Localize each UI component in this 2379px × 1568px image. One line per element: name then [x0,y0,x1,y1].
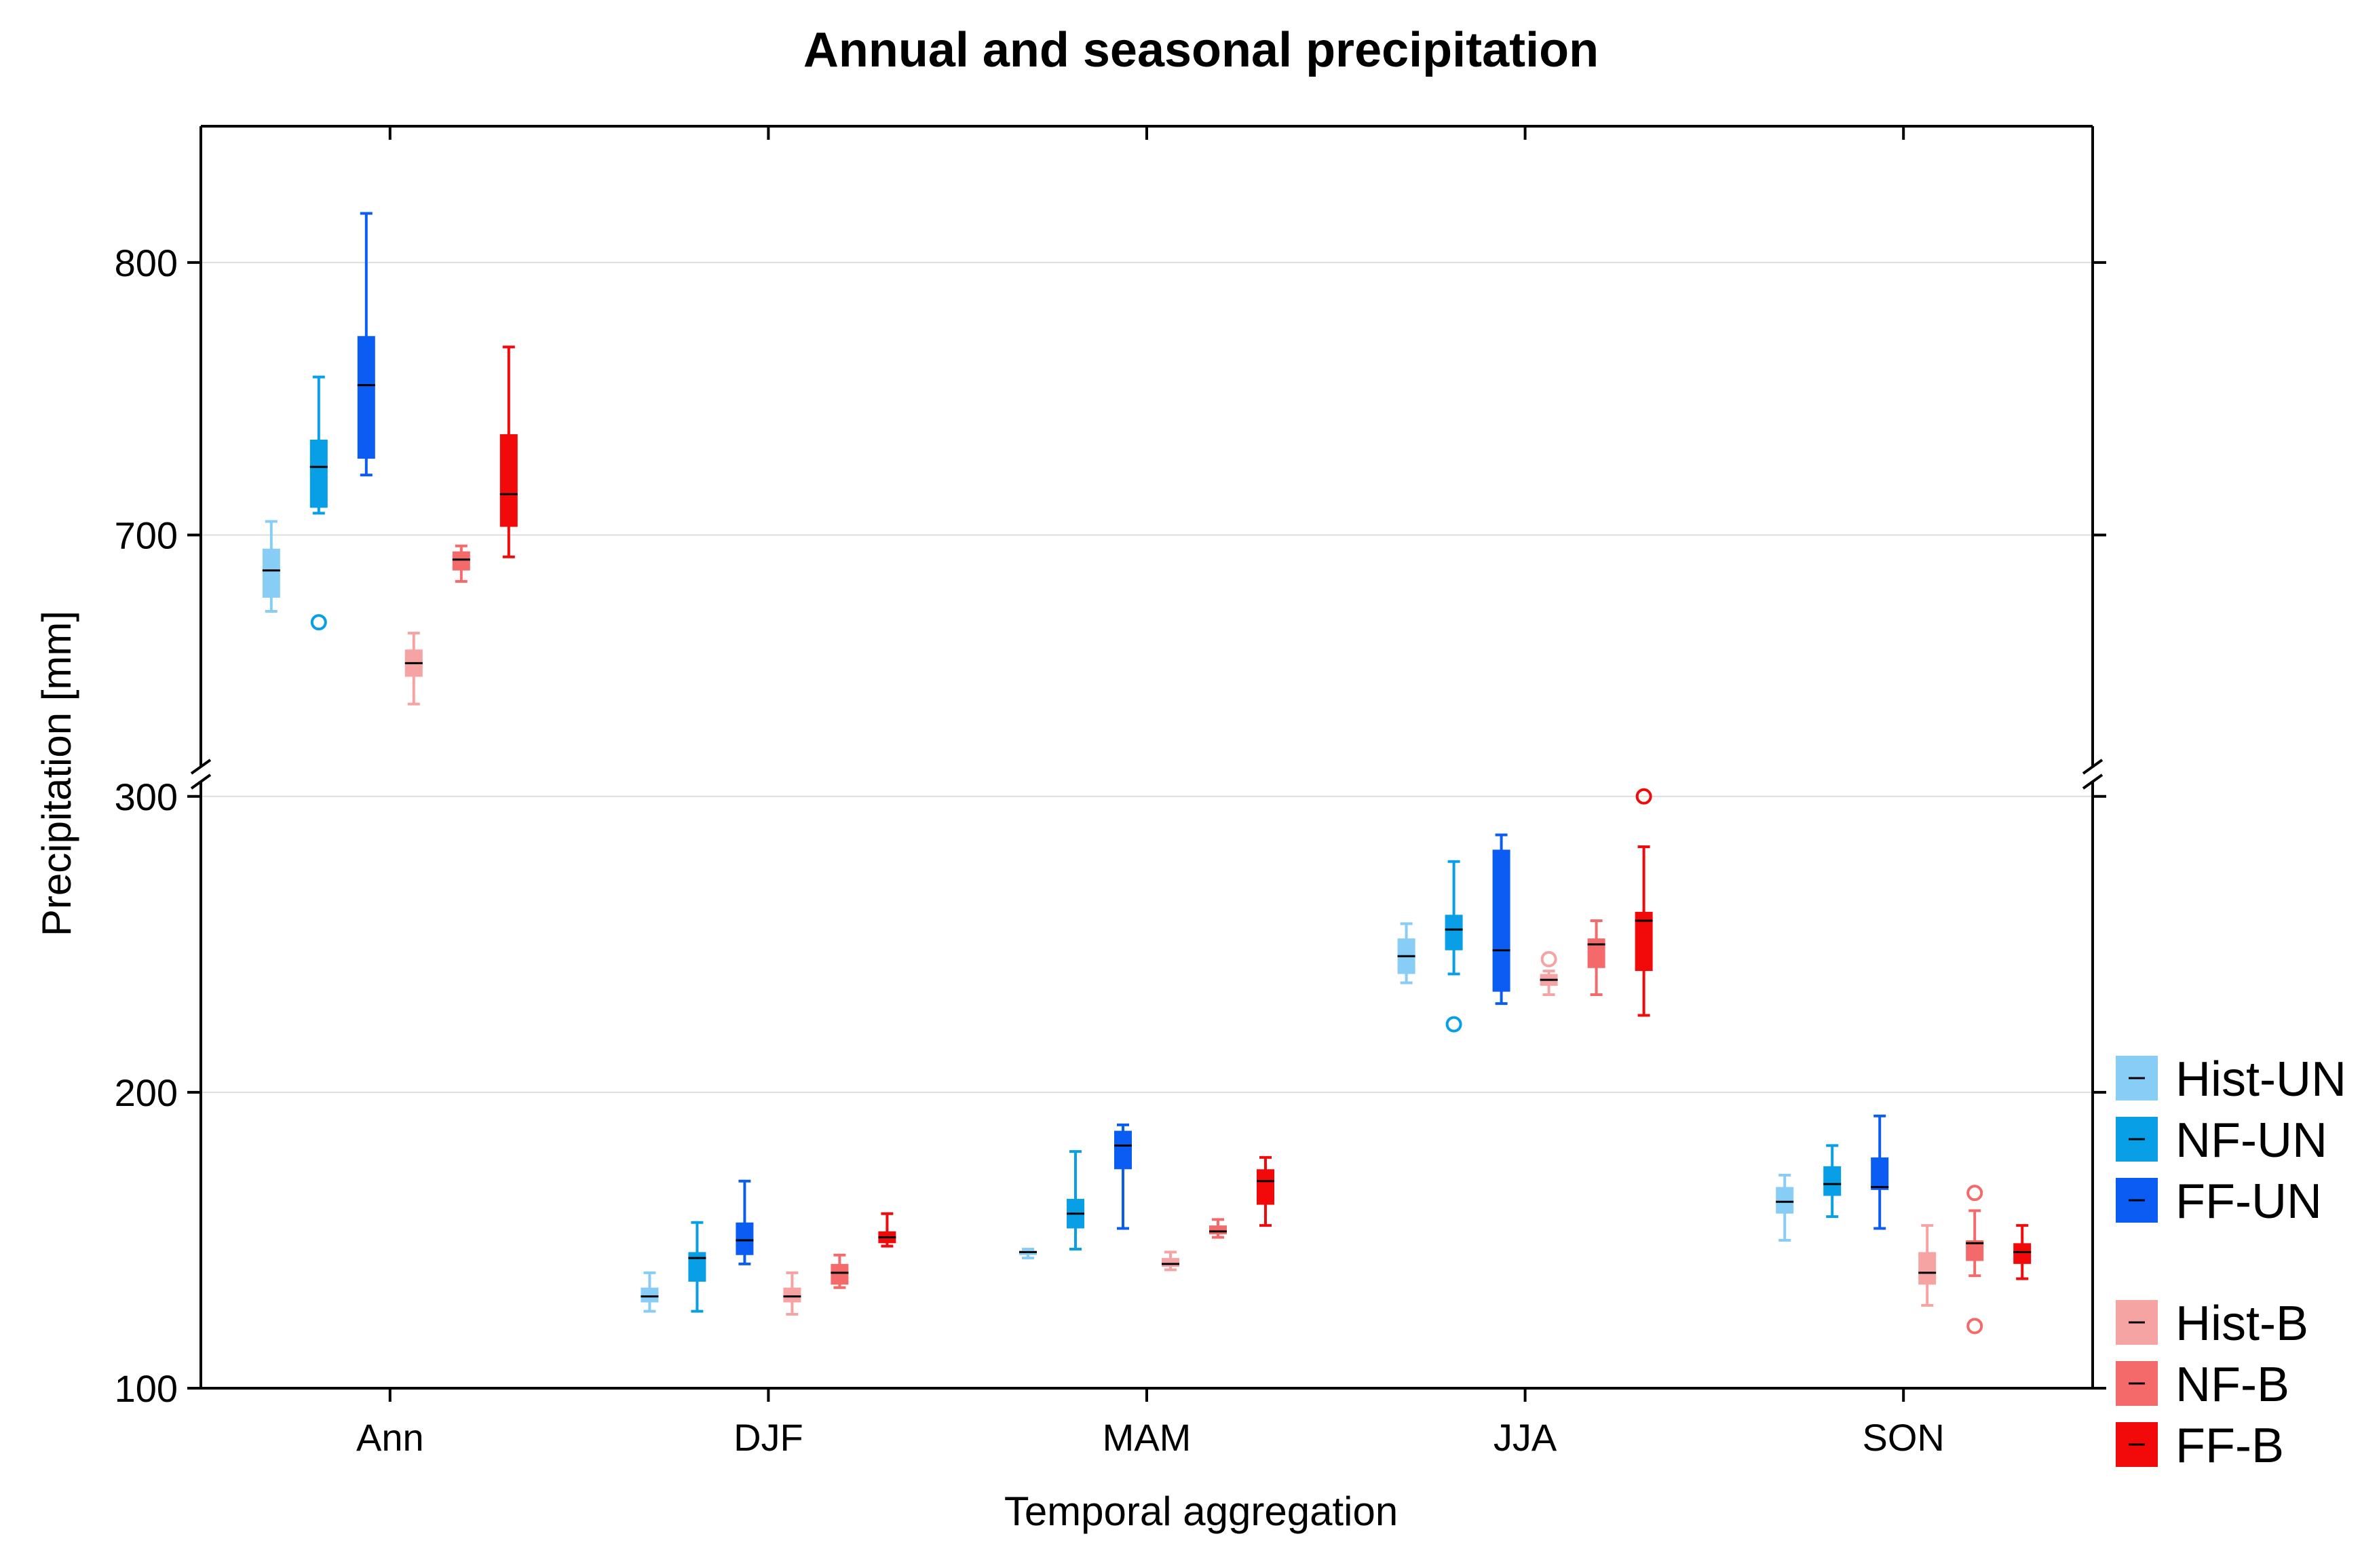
legend-label: FF-UN [2175,1174,2322,1229]
box [309,439,328,508]
plot-area: 800 700 300 200 100 Ann DJF MAM JJA SON [115,125,2106,1459]
x-tick-label: Ann [356,1416,424,1459]
y-tick-label: 700 [115,514,178,557]
outlier-point [1966,1318,1983,1335]
legend-label: Hist-B [2175,1297,2308,1351]
outlier-point [310,614,327,631]
axis-break-mark [190,759,212,775]
box [688,1252,706,1282]
axis-break-mark [2082,759,2104,775]
box [499,434,518,527]
x-tick-label: SON [1863,1416,1945,1459]
box [262,548,280,598]
outlier-point [1635,788,1652,805]
y-axis-label: Precipitation [mm] [34,611,79,936]
legend-label: NF-UN [2175,1113,2327,1168]
axis-break-mark [2082,773,2104,790]
box [452,551,470,571]
box [1871,1157,1889,1190]
axis-break-mark [190,773,212,790]
legend-label: NF-B [2175,1358,2289,1412]
box [1445,915,1463,951]
x-tick-label: MAM [1103,1416,1192,1459]
box [831,1263,849,1285]
box [1587,938,1605,968]
y-tick-label: 300 [115,776,178,818]
box [1823,1166,1842,1196]
y-tick-label: 100 [115,1367,178,1410]
box [357,336,375,459]
box [1162,1258,1179,1267]
box [736,1222,754,1255]
legend-label: FF-B [2175,1419,2284,1473]
legend: Hist-UN NF-UN FF-UN Hist-B NF-B FF-B [2116,1052,2346,1473]
chart-title: Annual and seasonal precipitation [803,23,1599,77]
box [2013,1243,2032,1264]
x-tick-label: JJA [1493,1416,1557,1459]
box [1257,1169,1274,1205]
outlier-point [1445,1016,1462,1033]
box [1209,1225,1227,1235]
x-tick-label: DJF [734,1416,803,1459]
legend-label: Hist-UN [2175,1052,2346,1107]
y-tick-label: 800 [115,242,178,284]
box [1492,849,1510,992]
box [641,1287,659,1303]
x-axis-label: Temporal aggregation [1004,1489,1398,1534]
outlier-point [1540,951,1557,968]
box [1114,1130,1132,1170]
outlier-point [1966,1185,1983,1202]
box [783,1287,801,1303]
box [1918,1252,1937,1285]
y-tick-label: 200 [115,1071,178,1114]
box [1776,1187,1794,1214]
